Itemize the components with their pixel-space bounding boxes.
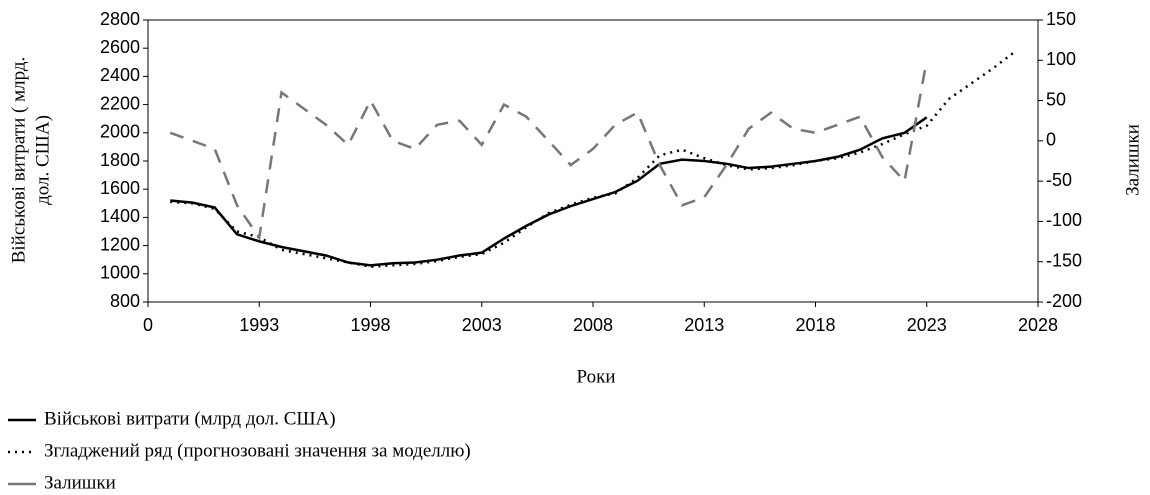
x-tick-label: 2013 xyxy=(684,315,724,335)
y-axis-label: дол. США) xyxy=(32,115,53,205)
y-tick-label: 2600 xyxy=(100,37,140,57)
y-tick-label: 1000 xyxy=(100,263,140,283)
y2-tick-label: -200 xyxy=(1046,291,1082,311)
y2-axis-label: Залишки xyxy=(1122,124,1143,196)
y-tick-label: 1600 xyxy=(100,178,140,198)
series-line xyxy=(170,50,1017,269)
x-tick-label: 1993 xyxy=(239,315,279,335)
x-tick-label: 2018 xyxy=(795,315,835,335)
x-tick-label: 2008 xyxy=(573,315,613,335)
x-tick-label: 0 xyxy=(143,315,153,335)
y-tick-label: 1400 xyxy=(100,206,140,226)
y2-tick-label: -50 xyxy=(1046,170,1072,190)
legend-label: Залишки xyxy=(44,472,116,493)
legend-label: Військові витрати (млрд дол. США) xyxy=(44,408,336,429)
y2-tick-label: -100 xyxy=(1046,210,1082,230)
y2-tick-label: 150 xyxy=(1046,9,1076,29)
x-axis-label: Роки xyxy=(577,366,616,387)
y-tick-label: 2000 xyxy=(100,122,140,142)
y-tick-label: 2800 xyxy=(100,9,140,29)
y-tick-label: 1800 xyxy=(100,150,140,170)
y2-tick-label: 50 xyxy=(1046,89,1066,109)
y2-tick-label: 100 xyxy=(1046,49,1076,69)
x-tick-label: 1998 xyxy=(350,315,390,335)
y-tick-label: 2400 xyxy=(100,65,140,85)
plot-frame xyxy=(147,19,1039,303)
y-tick-label: 1200 xyxy=(100,234,140,254)
y-axis-label: Військові витрати ( млрд. xyxy=(8,57,29,264)
x-tick-label: 2003 xyxy=(462,315,502,335)
y2-tick-label: -150 xyxy=(1046,250,1082,270)
series-line xyxy=(170,116,928,267)
y-tick-label: 2200 xyxy=(100,93,140,113)
x-tick-label: 2028 xyxy=(1018,315,1058,335)
legend-label: Згладжений ряд (прогнозовані значення за… xyxy=(44,440,471,461)
y2-tick-label: 0 xyxy=(1046,130,1056,150)
y-tick-label: 800 xyxy=(110,291,140,311)
x-tick-label: 2023 xyxy=(907,315,947,335)
series-line xyxy=(169,60,928,241)
